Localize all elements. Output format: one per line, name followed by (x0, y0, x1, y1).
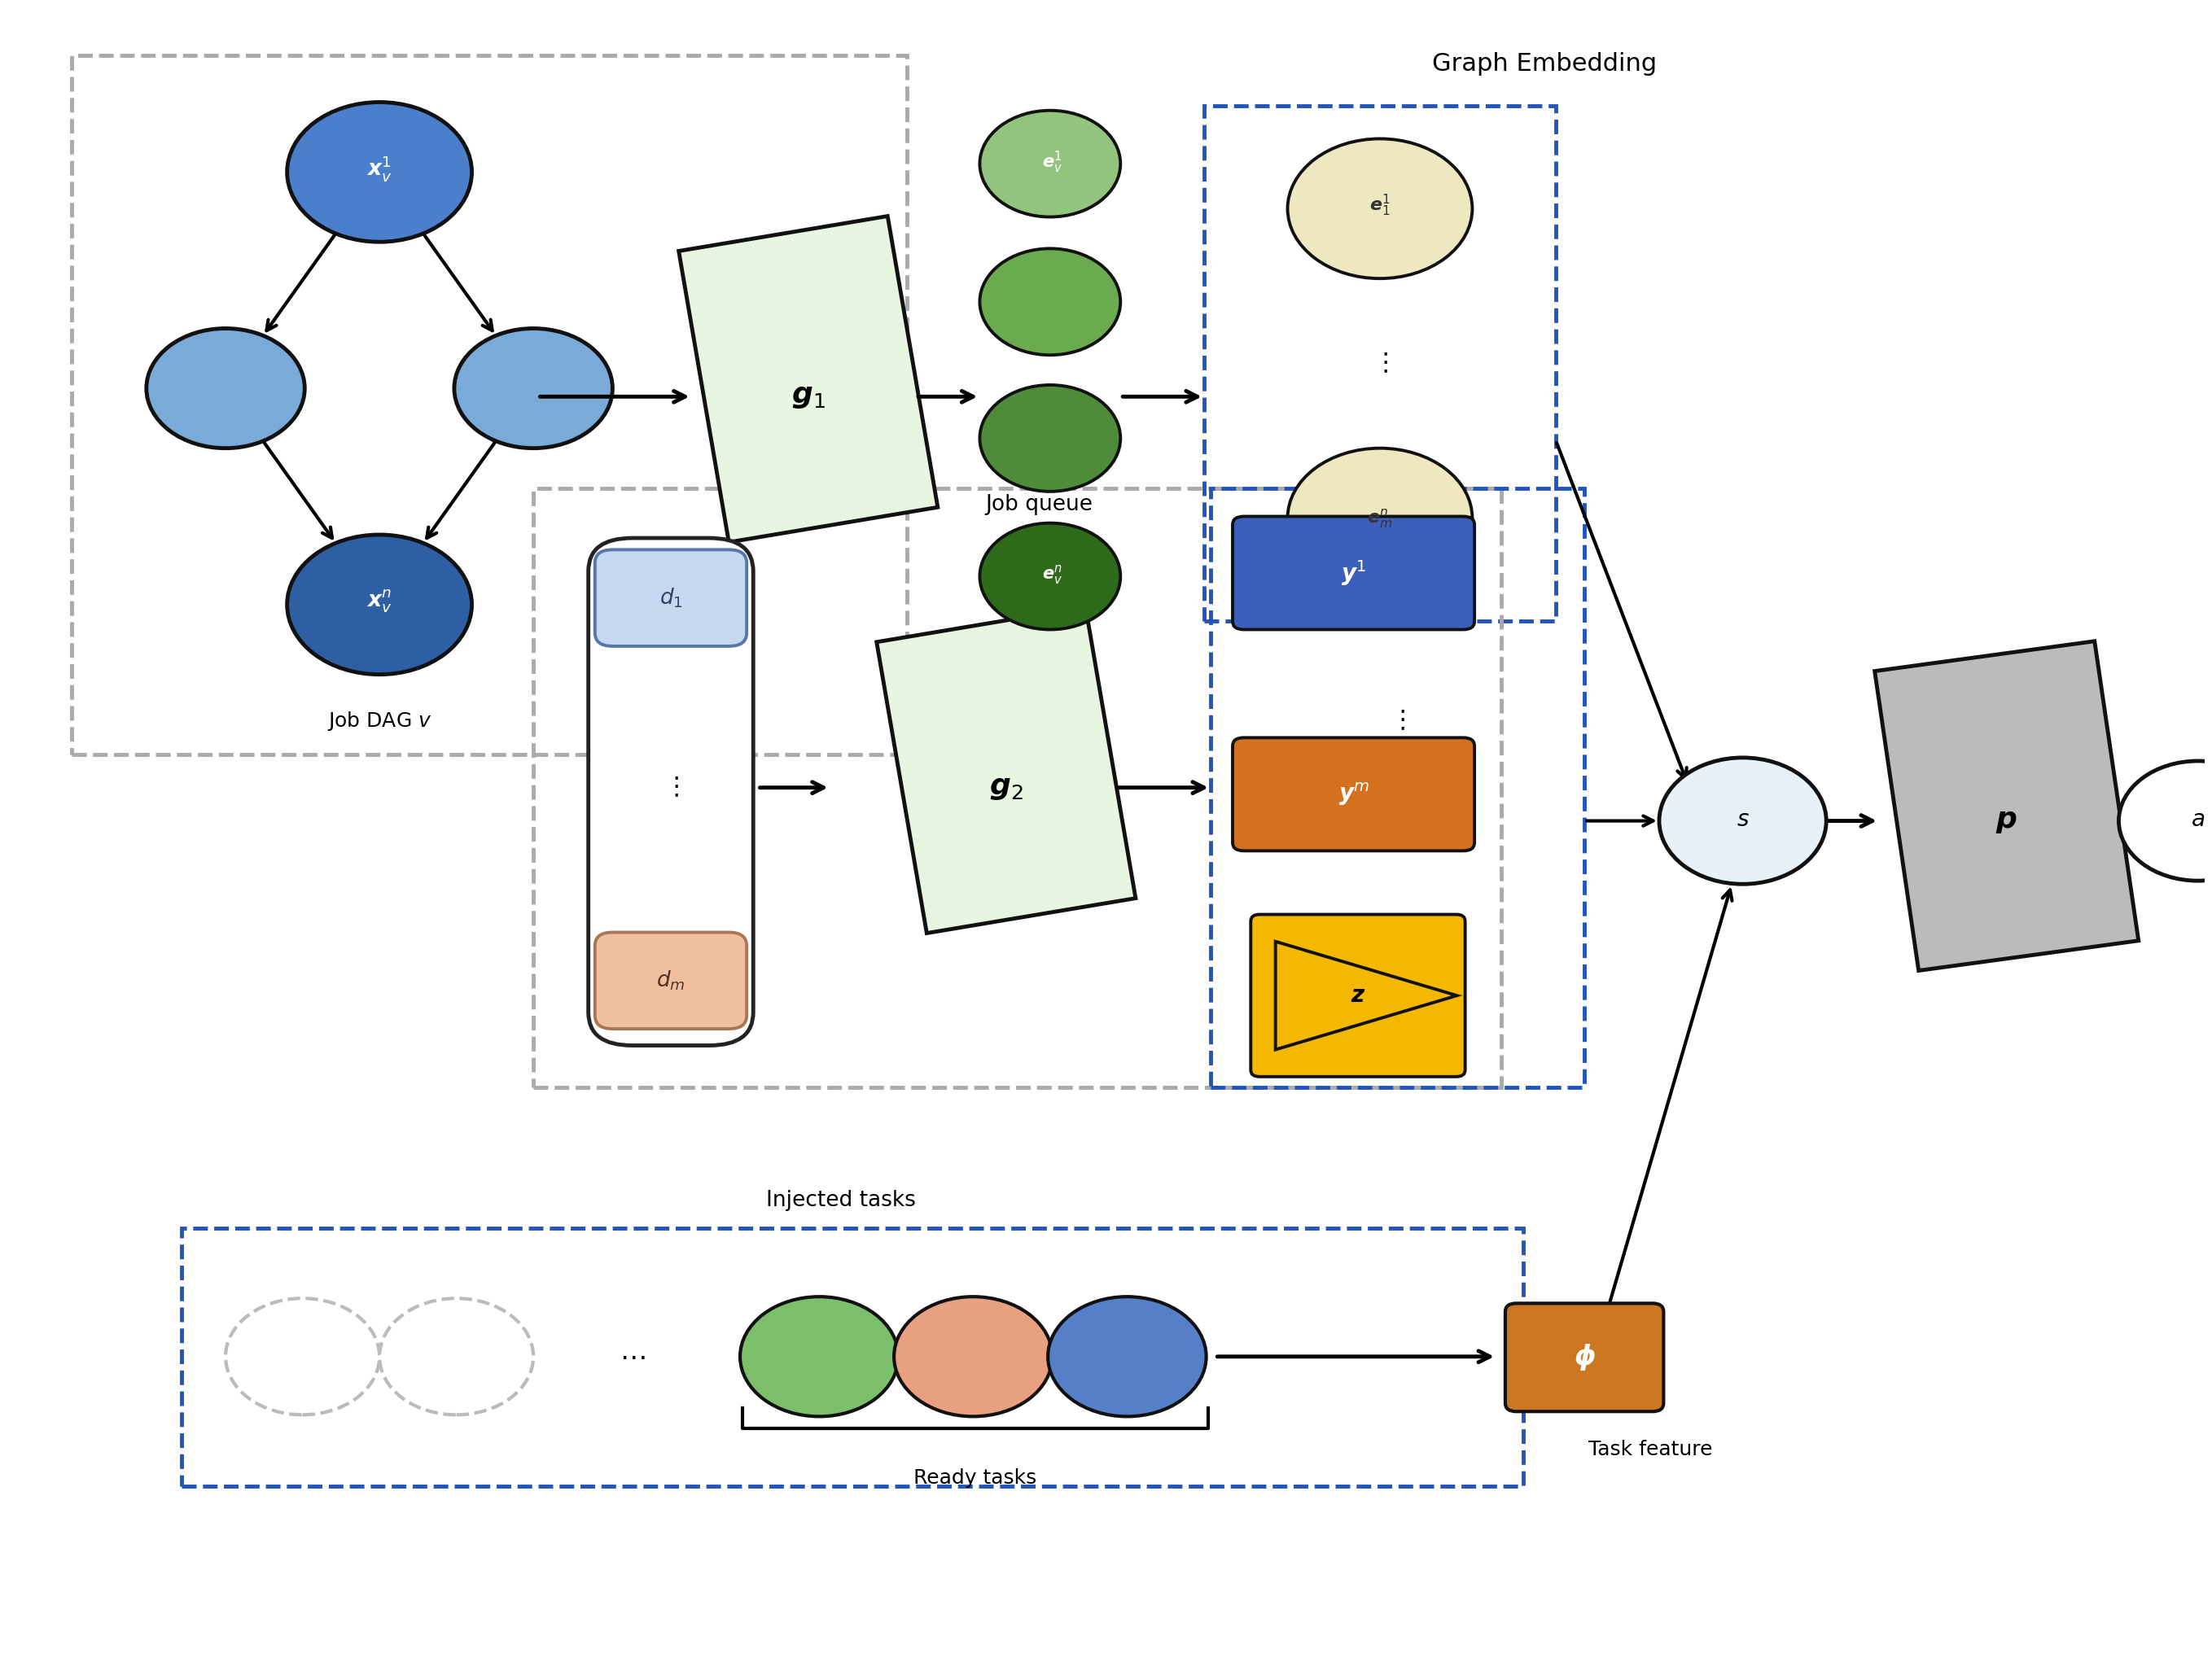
Text: Job queue: Job queue (984, 494, 1093, 516)
Text: $\vdots$: $\vdots$ (664, 776, 679, 799)
Circle shape (980, 248, 1121, 355)
Text: $\boldsymbol{\phi}$: $\boldsymbol{\phi}$ (1573, 1343, 1595, 1372)
Polygon shape (1876, 642, 2139, 970)
Text: Graph Embedding: Graph Embedding (1433, 52, 1657, 75)
Circle shape (980, 523, 1121, 630)
Bar (533, 487, 1502, 1087)
Circle shape (288, 102, 471, 241)
Bar (181, 1228, 1522, 1486)
Text: $\boldsymbol{p}$: $\boldsymbol{p}$ (1995, 807, 2017, 834)
Text: $\boldsymbol{e}_1^1$: $\boldsymbol{e}_1^1$ (1369, 193, 1391, 218)
Text: $\boldsymbol{e}_m^n$: $\boldsymbol{e}_m^n$ (1367, 506, 1394, 529)
Circle shape (1659, 757, 1827, 884)
FancyBboxPatch shape (595, 549, 748, 647)
Text: $s$: $s$ (1736, 807, 1750, 831)
Text: Job DAG $v$: Job DAG $v$ (327, 710, 431, 732)
Polygon shape (876, 606, 1135, 933)
FancyBboxPatch shape (1506, 1303, 1663, 1412)
FancyBboxPatch shape (1232, 737, 1475, 851)
Bar (1210, 487, 1584, 1087)
Text: $\boldsymbol{z}$: $\boldsymbol{z}$ (1349, 985, 1365, 1007)
Circle shape (894, 1296, 1053, 1417)
Text: $\boldsymbol{x}_v^1$: $\boldsymbol{x}_v^1$ (367, 154, 392, 183)
Circle shape (453, 328, 613, 449)
Bar (1203, 106, 1555, 621)
Text: Injected tasks: Injected tasks (765, 1189, 916, 1211)
Text: $\vdots$: $\vdots$ (1389, 709, 1405, 734)
Circle shape (380, 1298, 533, 1415)
Circle shape (226, 1298, 380, 1415)
Text: $\boldsymbol{g}_1$: $\boldsymbol{g}_1$ (792, 384, 825, 410)
Text: $\boldsymbol{e}_v^1$: $\boldsymbol{e}_v^1$ (1042, 149, 1062, 174)
FancyBboxPatch shape (588, 538, 754, 1045)
Text: Task feature: Task feature (1588, 1440, 1712, 1459)
Polygon shape (1276, 941, 1458, 1050)
Circle shape (980, 385, 1121, 491)
Text: $\boldsymbol{g}_2$: $\boldsymbol{g}_2$ (989, 774, 1024, 801)
Text: $a$: $a$ (2190, 807, 2205, 831)
Circle shape (1287, 139, 1473, 278)
Bar (71, 55, 907, 754)
Circle shape (1287, 449, 1473, 588)
Circle shape (980, 111, 1121, 218)
Text: $\boldsymbol{y}^m$: $\boldsymbol{y}^m$ (1338, 781, 1369, 807)
Circle shape (288, 534, 471, 675)
FancyBboxPatch shape (1250, 915, 1464, 1077)
Text: $d_m$: $d_m$ (657, 968, 686, 992)
Text: $\boldsymbol{e}_v^n$: $\boldsymbol{e}_v^n$ (1042, 563, 1062, 586)
Text: $d_1$: $d_1$ (659, 586, 684, 610)
Text: $\boldsymbol{x}_v^n$: $\boldsymbol{x}_v^n$ (367, 588, 392, 615)
Text: $\vdots$: $\vdots$ (1371, 352, 1387, 375)
Text: $\cdots$: $\cdots$ (619, 1343, 646, 1370)
Circle shape (1048, 1296, 1206, 1417)
Circle shape (741, 1296, 898, 1417)
Text: $\boldsymbol{y}^1$: $\boldsymbol{y}^1$ (1340, 558, 1367, 588)
Text: Ready tasks: Ready tasks (914, 1469, 1037, 1487)
FancyBboxPatch shape (595, 933, 748, 1028)
Circle shape (2119, 760, 2212, 881)
Circle shape (146, 328, 305, 449)
Polygon shape (679, 216, 938, 543)
FancyBboxPatch shape (1232, 516, 1475, 630)
